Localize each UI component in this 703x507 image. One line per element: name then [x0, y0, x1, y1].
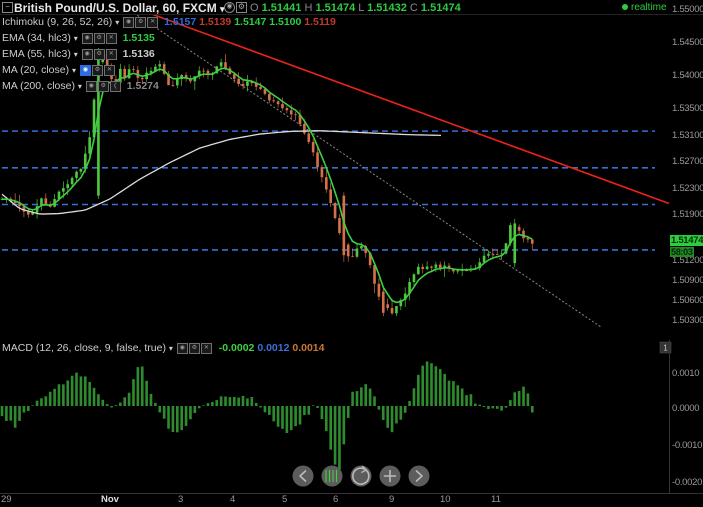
svg-text:1: 1: [663, 344, 668, 353]
